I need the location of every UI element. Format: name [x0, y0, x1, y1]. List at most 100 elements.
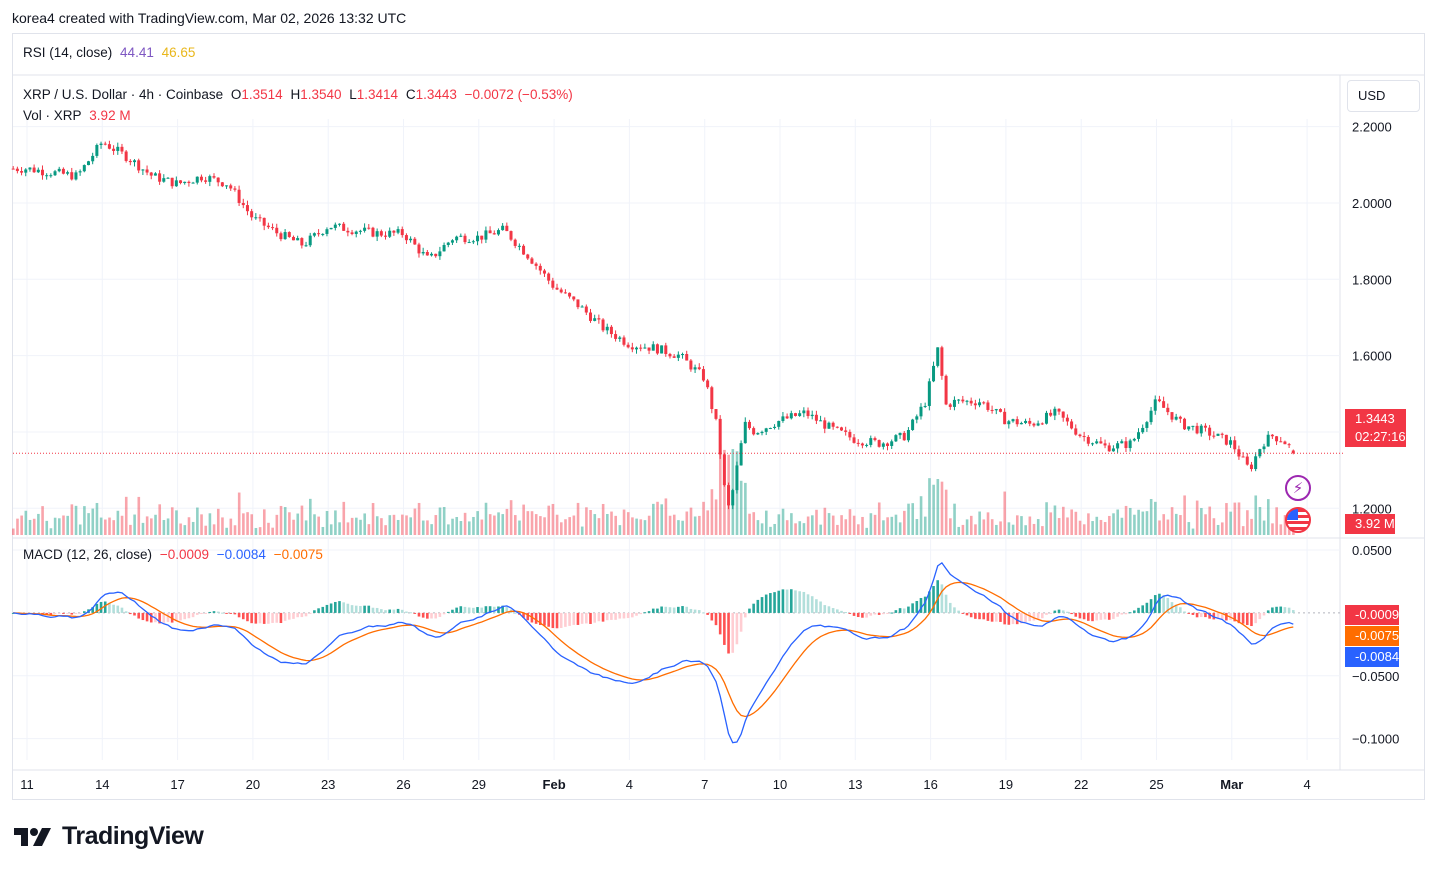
candle-body	[1107, 445, 1111, 452]
volume-bar	[794, 523, 797, 535]
macd-hist-bar	[915, 600, 919, 613]
volume-bar	[940, 481, 944, 535]
volume-bar	[748, 513, 751, 535]
macd-hist-bar	[781, 589, 785, 613]
volume-bar	[237, 492, 241, 535]
volume-bar	[580, 526, 584, 535]
candle-body	[484, 230, 488, 240]
macd-line-value: −0.0084	[216, 547, 266, 562]
volume-bar	[773, 523, 776, 535]
candle-body	[1208, 427, 1212, 436]
volume-bar	[300, 505, 304, 535]
candle-body	[936, 347, 940, 366]
volume-bar	[447, 524, 450, 535]
macd-hist-bar	[78, 612, 82, 614]
macd-hist-bar	[672, 607, 676, 613]
volume-bar	[848, 509, 852, 535]
macd-hist-bar	[743, 612, 747, 618]
macd-hist-bar	[777, 590, 781, 613]
macd-hist-bar	[95, 603, 99, 613]
candle-body	[1249, 464, 1253, 470]
candle-body	[1149, 410, 1153, 423]
macd-hist-bar	[1283, 607, 1287, 613]
tradingview-logo[interactable]: TradingView	[14, 822, 204, 851]
us-flag-icon[interactable]	[1285, 507, 1311, 533]
candle-body	[95, 144, 99, 156]
candle-body	[1128, 440, 1132, 449]
macd-hist-bar	[1133, 610, 1136, 613]
volume-bar	[1154, 501, 1157, 535]
macd-hist-bar	[283, 612, 287, 621]
candle-body	[262, 217, 266, 226]
macd-hist-bar	[237, 612, 241, 618]
macd-hist-bar	[346, 603, 350, 613]
macd-hist-bar	[919, 598, 923, 613]
candle-body	[538, 265, 542, 271]
macd-hist-bar	[1191, 612, 1195, 615]
candle-body	[53, 171, 57, 176]
volume-bar	[844, 519, 848, 535]
candle-body	[886, 443, 890, 446]
macd-hist-bar	[840, 610, 843, 613]
macd-hist-bar	[1183, 611, 1186, 613]
time-tick-label: 19	[999, 777, 1013, 792]
volume-bar	[564, 519, 567, 535]
macd-hist-bar	[1074, 612, 1078, 617]
macd-hist-bar	[794, 590, 797, 613]
candle-body	[333, 224, 337, 228]
candle-body	[363, 227, 367, 231]
volume-bar	[112, 520, 115, 535]
volume-bar	[1011, 524, 1015, 535]
volume-bar	[965, 519, 969, 535]
macd-hist-bar	[1045, 612, 1048, 615]
candle-body	[718, 418, 722, 455]
volume-bar	[1229, 511, 1232, 535]
candle-body	[777, 420, 781, 427]
candle-body	[919, 406, 923, 417]
time-tick-label: Feb	[543, 777, 566, 792]
volume-bar	[66, 515, 69, 535]
volume-bar	[45, 520, 49, 535]
candle-body	[1224, 434, 1228, 445]
macd-hist-bar	[785, 589, 789, 613]
macd-hist-bar	[819, 601, 822, 613]
macd-hist-bar	[1241, 612, 1245, 624]
volume-bar	[1237, 502, 1241, 535]
volume-bar	[1053, 505, 1057, 535]
candle-body	[166, 177, 170, 179]
macd-hist-bar	[1103, 612, 1107, 620]
candle-body	[563, 292, 567, 294]
lightning-icon[interactable]: ⚡	[1285, 475, 1311, 501]
currency-button[interactable]: USD	[1347, 80, 1420, 112]
candle-body	[1291, 450, 1295, 454]
macd-hist-bar	[1145, 602, 1149, 613]
macd-hist-bar	[882, 612, 885, 615]
macd-hist-bar	[83, 611, 86, 613]
candle-body	[459, 235, 463, 237]
volume-bar	[1091, 521, 1094, 535]
candle-body	[547, 273, 551, 281]
candle-body	[848, 431, 852, 438]
macd-hist-bar	[865, 612, 868, 618]
candle-body	[1019, 422, 1023, 425]
candle-body	[329, 227, 333, 230]
volume-bar	[154, 514, 157, 535]
macd-hist-bar	[212, 611, 216, 613]
candle-body	[802, 410, 806, 414]
candle-body	[471, 241, 475, 243]
macd-hist-bar	[815, 599, 818, 613]
volume-bar	[568, 517, 571, 535]
volume-bar	[857, 524, 860, 535]
volume-bar	[618, 525, 622, 535]
volume-bar	[1275, 507, 1278, 535]
candle-body	[839, 427, 843, 431]
candle-body	[421, 252, 425, 254]
candle-body	[492, 233, 496, 235]
candle-body	[689, 360, 693, 370]
symbol-name[interactable]: XRP / U.S. Dollar · 4h · Coinbase	[23, 87, 224, 102]
volume-bar	[375, 516, 379, 535]
candle-body	[388, 230, 392, 237]
chart-frame	[12, 33, 1425, 800]
volume-bar	[1158, 520, 1161, 535]
